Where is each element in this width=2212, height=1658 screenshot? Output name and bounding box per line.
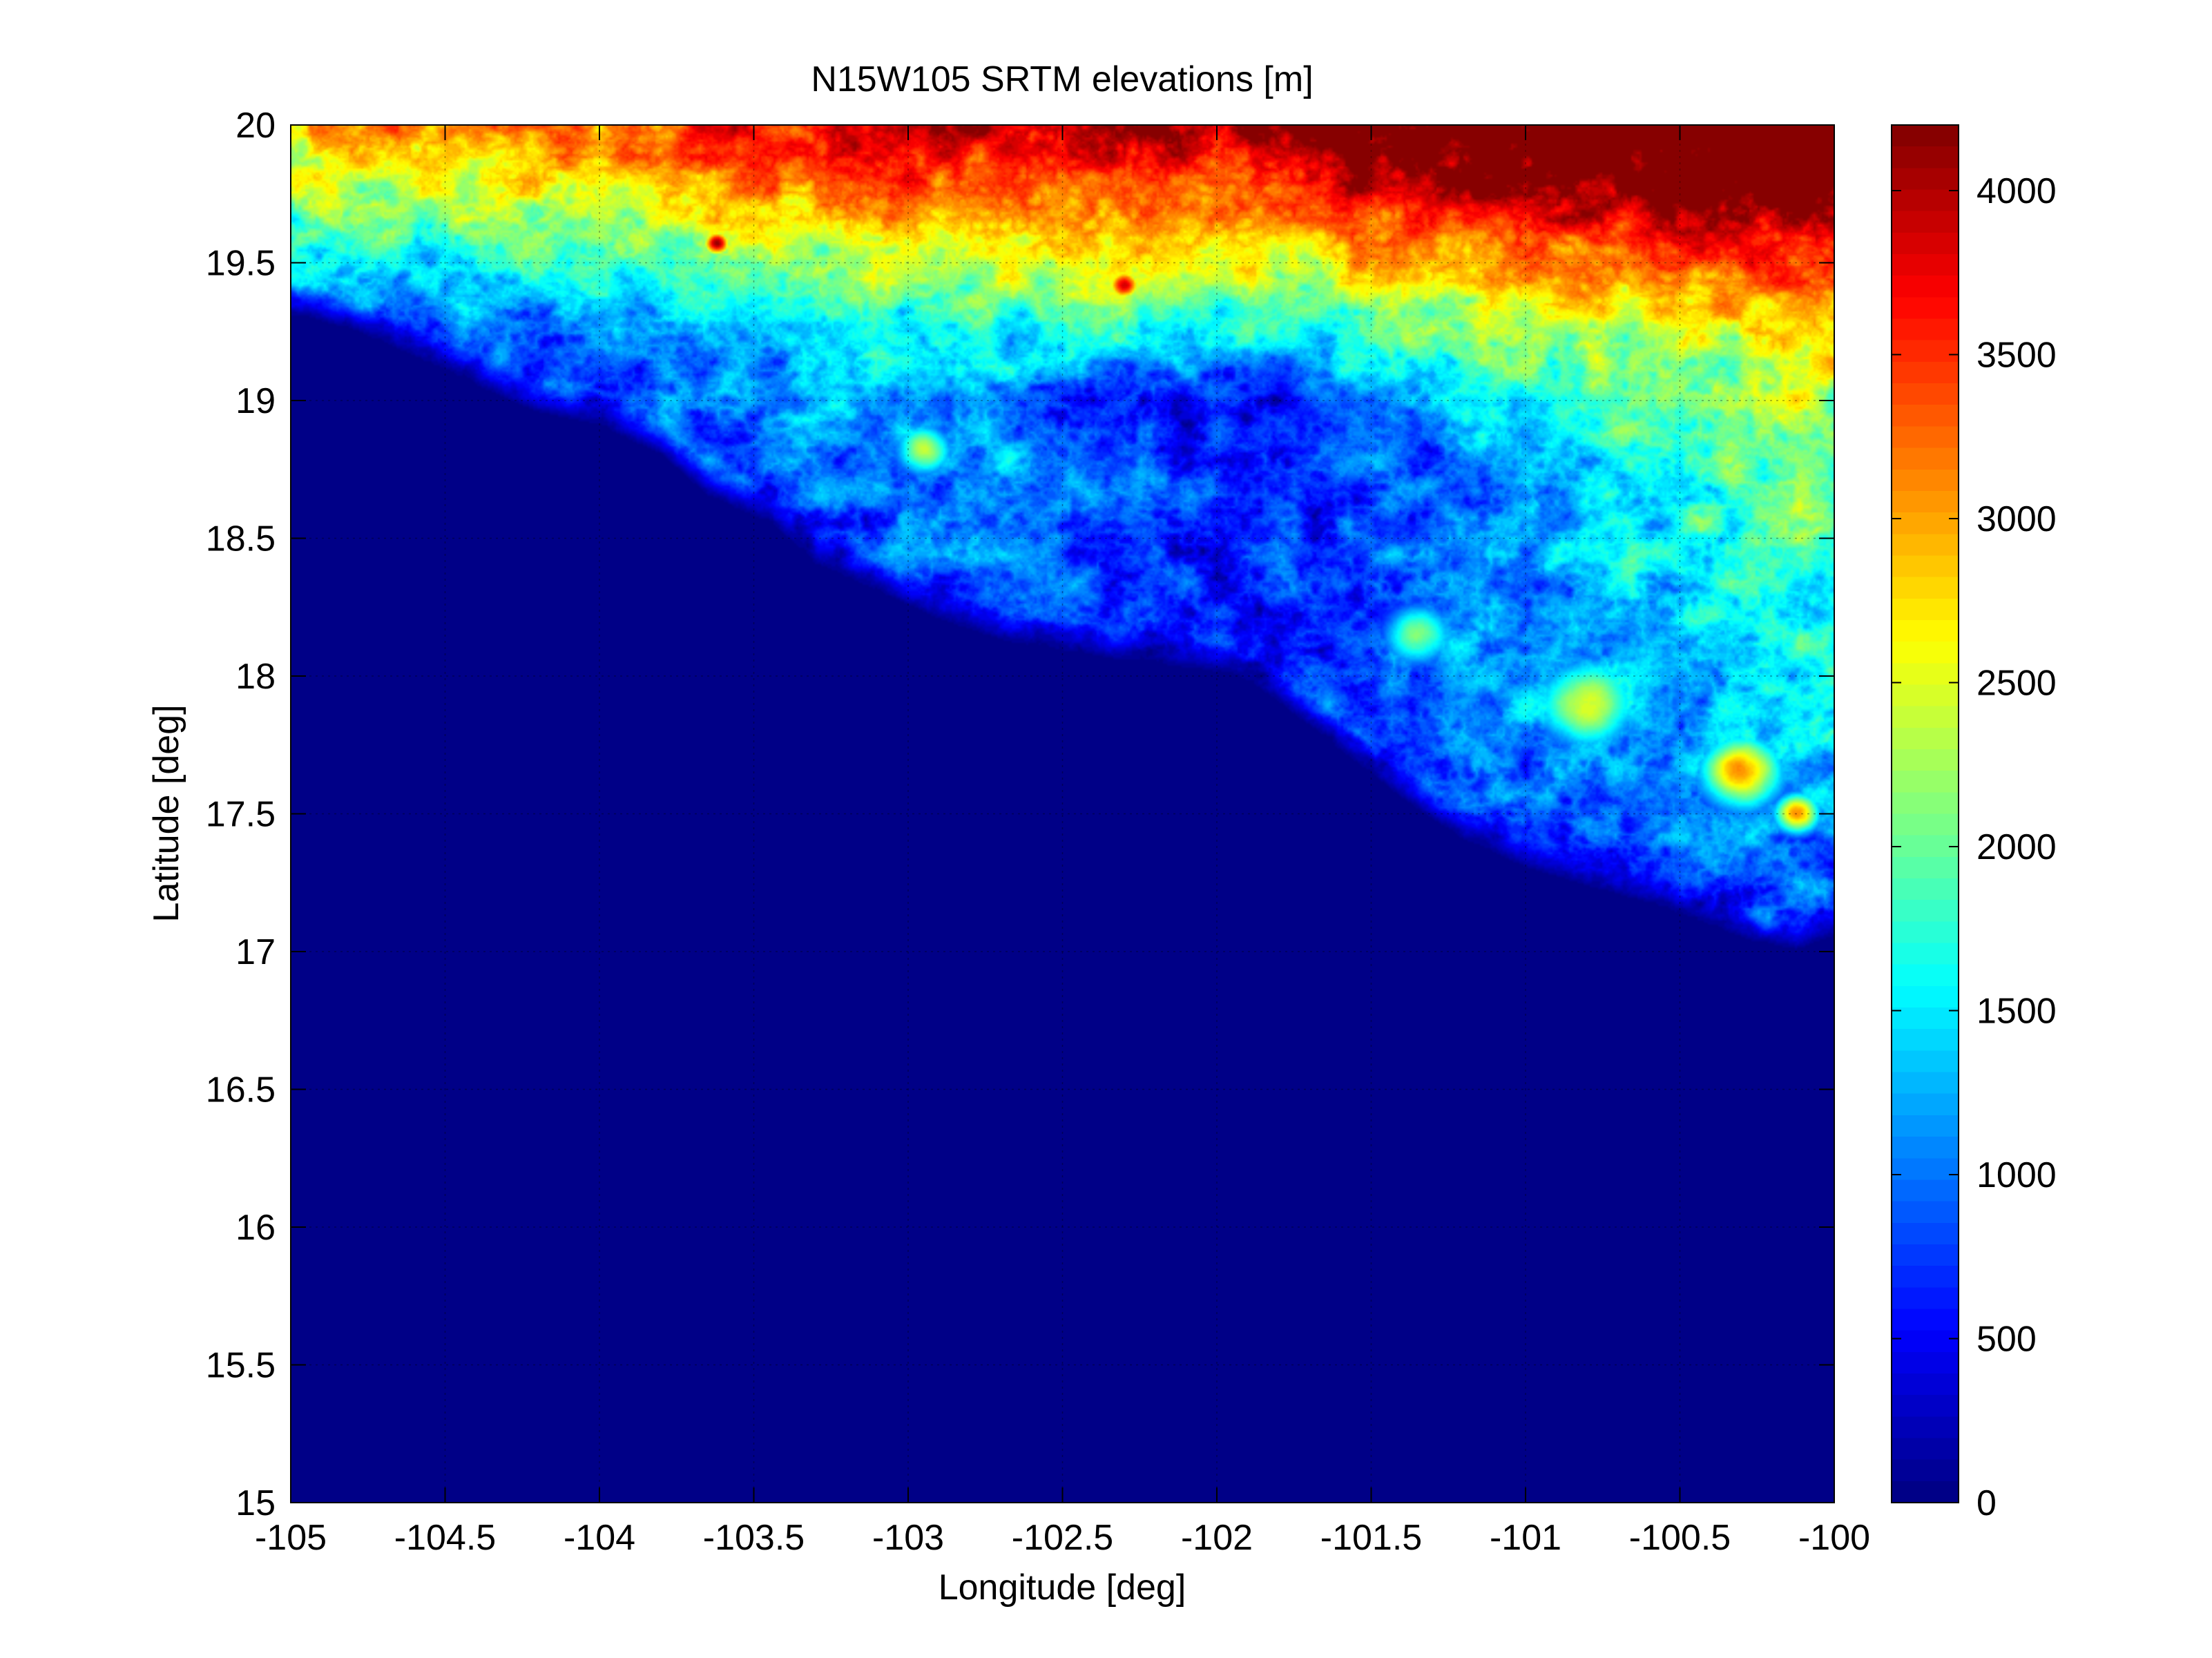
colorbar-tick-label: 2500 — [1977, 664, 2057, 704]
grid — [291, 125, 1834, 1503]
x-tick-label: -101.5 — [1320, 1518, 1422, 1558]
plot-area: -105 -104.5 -104 -103.5 -103 -102.5 -102 -101.5… — [206, 106, 1870, 1558]
colorbar-tick-label: 4000 — [1977, 171, 2057, 211]
colorbar-tick-label: 0 — [1977, 1483, 1997, 1523]
y-tick-label: 17.5 — [206, 795, 276, 835]
x-tick-label: -103.5 — [703, 1518, 805, 1558]
y-ticks: 15 15.5 16 16.5 17 17.5 18 18.5 19 19.5 20 — [206, 106, 1834, 1523]
y-tick-label: 19.5 — [206, 244, 276, 284]
x-tick-label: -104.5 — [394, 1518, 496, 1558]
y-tick-label: 19 — [235, 381, 276, 421]
x-tick-label: -103 — [872, 1518, 944, 1558]
colorbar-tick-label: 1500 — [1977, 992, 2057, 1032]
y-tick-label: 16 — [235, 1208, 276, 1248]
colorbar-tick-label: 3500 — [1977, 336, 2057, 376]
y-tick-label: 17 — [235, 932, 276, 972]
y-tick-label: 18.5 — [206, 519, 276, 559]
colorbar-tick-label: 3000 — [1977, 499, 2057, 539]
x-tick-label: -102 — [1181, 1518, 1253, 1558]
colorbar-tick-label: 2000 — [1977, 827, 2057, 867]
colorbar-tick-label: 1000 — [1977, 1155, 2057, 1195]
x-tick-label: -102.5 — [1012, 1518, 1113, 1558]
x-tick-label: -104 — [564, 1518, 635, 1558]
colorbar: 0 500 1000 1500 2000 2500 3000 3500 4000 — [1891, 124, 2057, 1523]
colorbar-frame — [1891, 124, 1959, 1503]
x-axis-label: Longitude [deg] — [939, 1568, 1186, 1608]
x-ticks: -105 -104.5 -104 -103.5 -103 -102.5 -102 -101.5… — [255, 125, 1870, 1558]
x-tick-label: -101 — [1490, 1518, 1561, 1558]
colorbar-tick-label: 500 — [1977, 1320, 2037, 1360]
chart-title: N15W105 SRTM elevations [m] — [811, 59, 1313, 99]
y-tick-label: 20 — [235, 106, 276, 146]
y-tick-label: 18 — [235, 657, 276, 697]
y-tick-label: 16.5 — [206, 1070, 276, 1110]
y-axis-label: Latitude [deg] — [146, 704, 186, 922]
colorbar-ticks: 0 500 1000 1500 2000 2500 3000 3500 4000 — [1892, 171, 2057, 1523]
colorbar-gradient — [1892, 125, 1959, 1503]
heatmap-image — [291, 125, 1834, 1503]
plot-frame — [290, 124, 1835, 1503]
y-tick-label: 15.5 — [206, 1346, 276, 1386]
y-tick-label: 15 — [235, 1483, 276, 1523]
x-tick-label: -100.5 — [1629, 1518, 1731, 1558]
x-tick-label: -105 — [255, 1518, 327, 1558]
x-tick-label: -100 — [1798, 1518, 1870, 1558]
